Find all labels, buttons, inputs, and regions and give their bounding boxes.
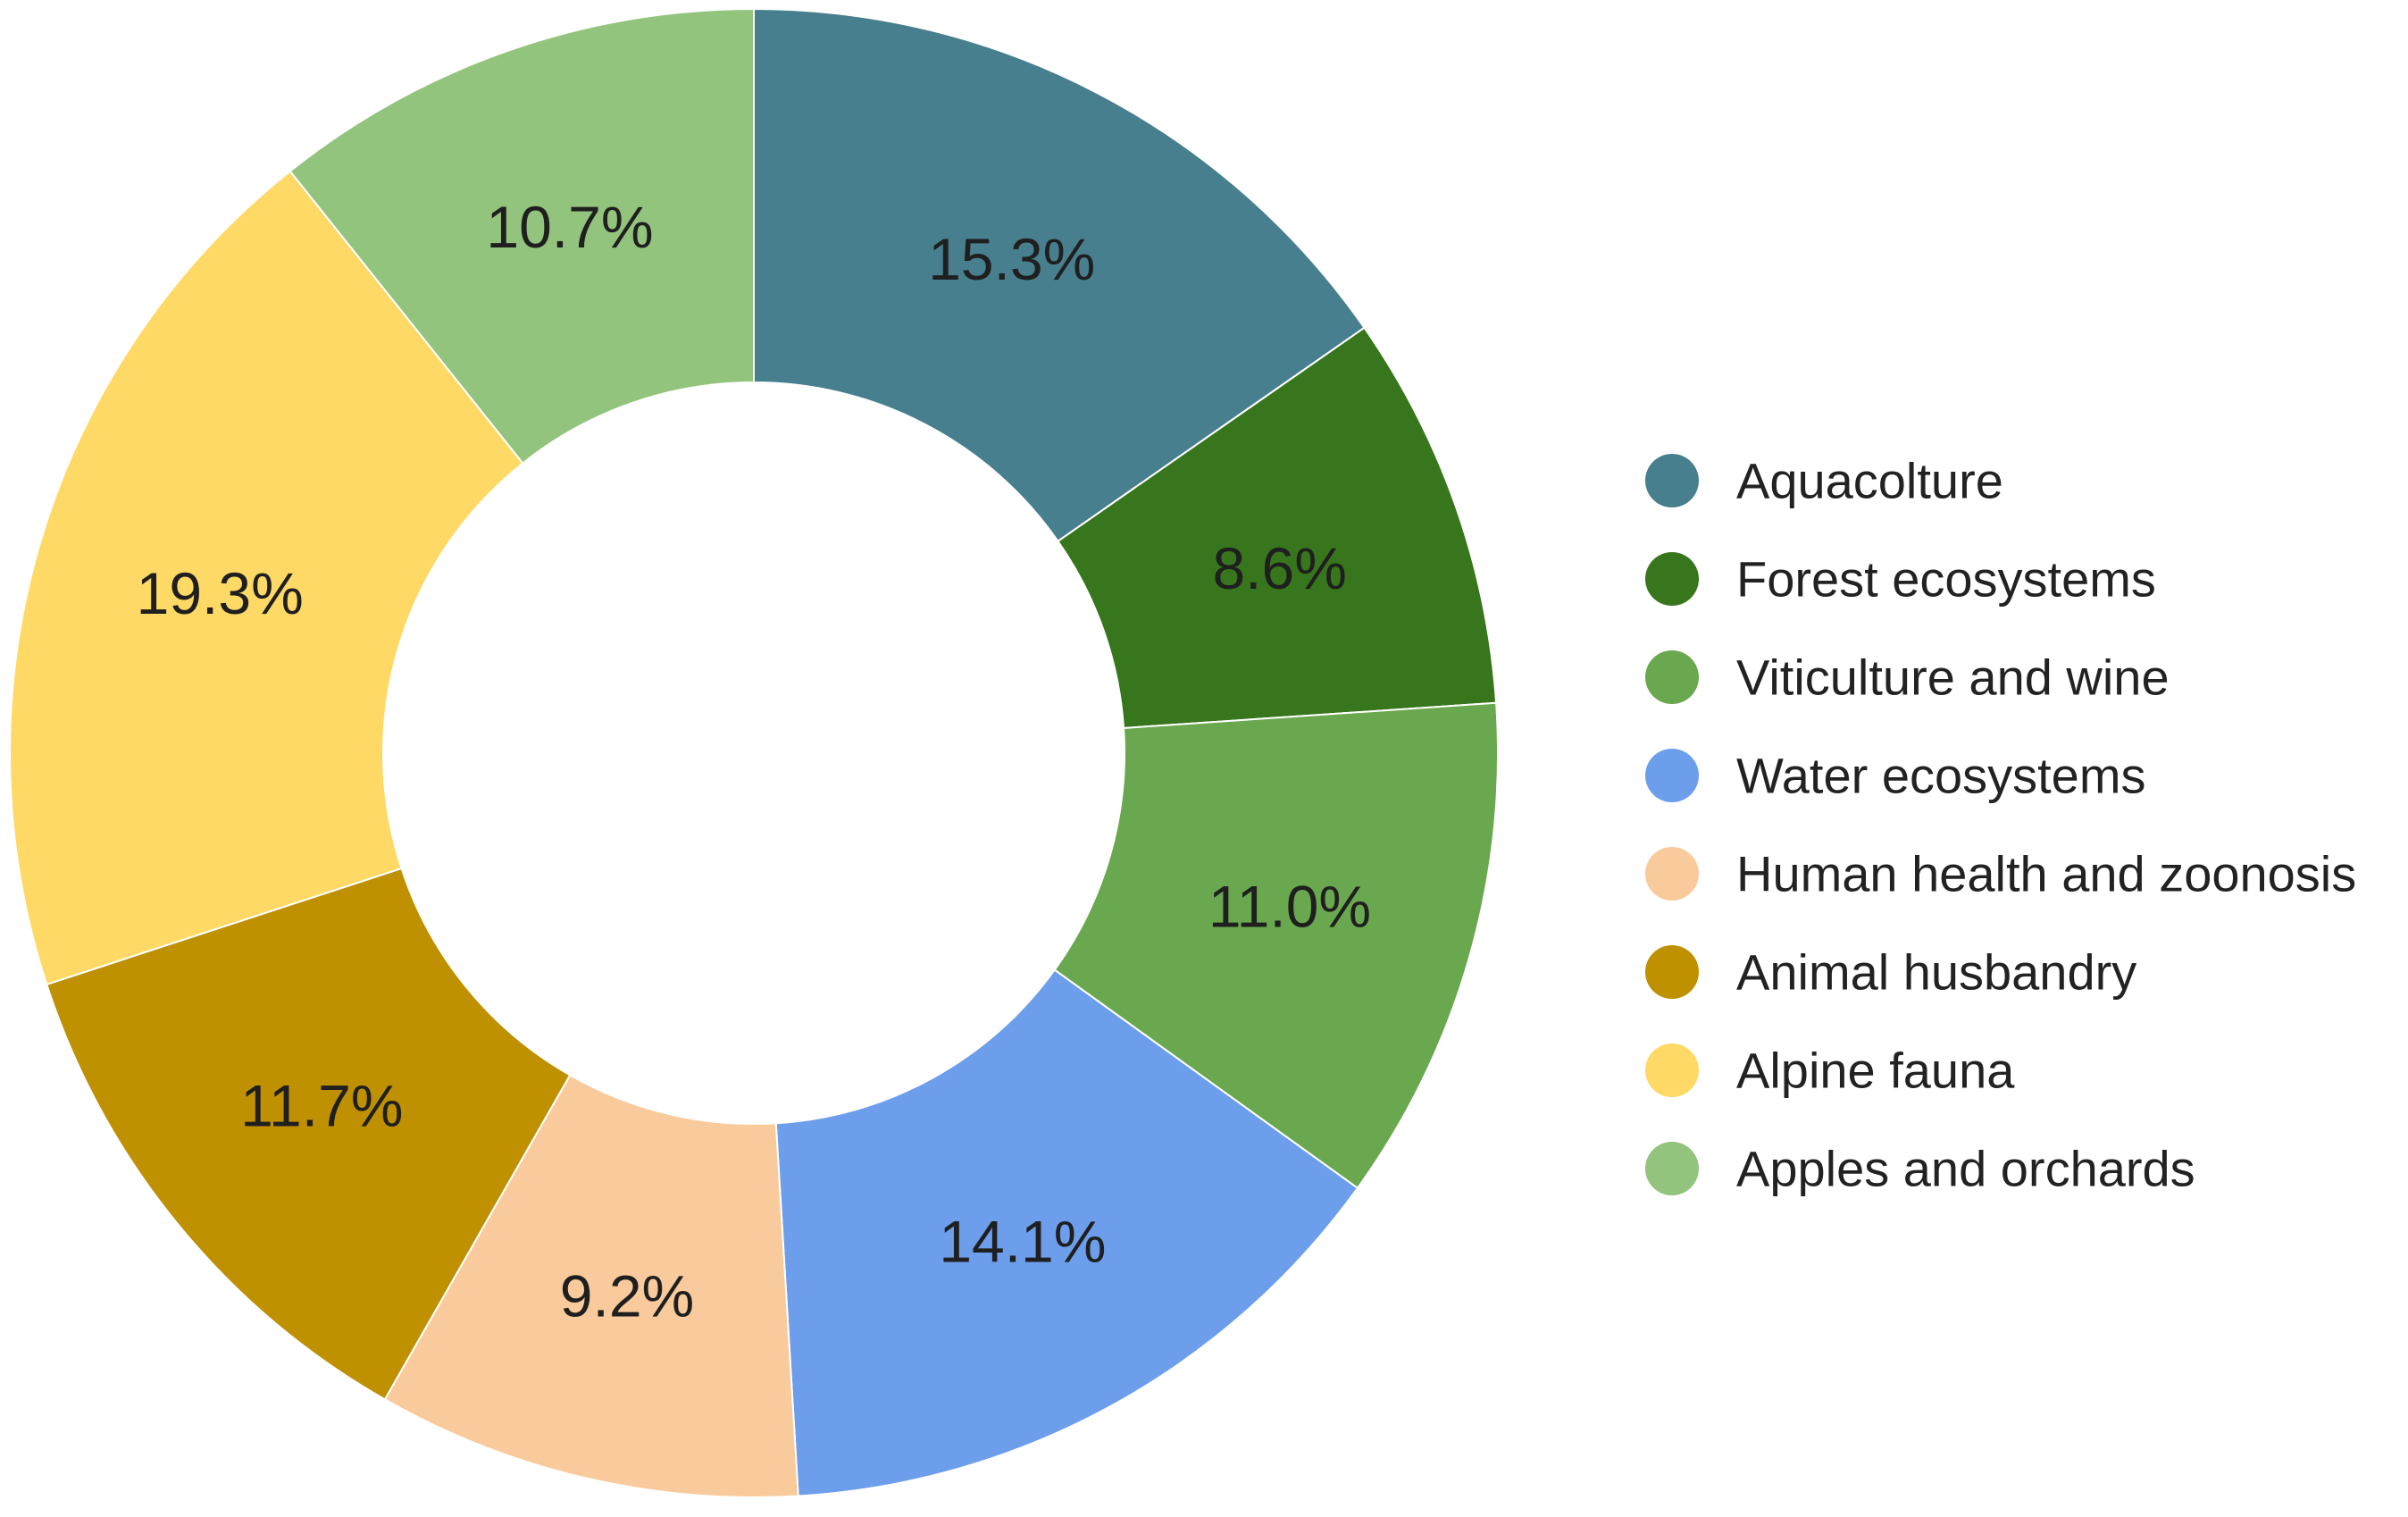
legend-label-water-ecosystems: Water ecosystems bbox=[1736, 748, 2145, 804]
legend-swatch-apples-and-orchards bbox=[1645, 1142, 1699, 1195]
slice-animal-husbandry bbox=[45, 867, 572, 1401]
slice-label-animal-husbandry: 11.7% bbox=[240, 1072, 403, 1138]
legend-swatch-forest-ecosystems bbox=[1645, 552, 1699, 606]
legend-swatch-water-ecosystems bbox=[1645, 749, 1699, 802]
slice-apples-and-orchards bbox=[288, 7, 755, 465]
slice-viticulture-and-wine bbox=[1053, 701, 1499, 1190]
slice-human-health-and-zoonosis bbox=[383, 1074, 799, 1498]
legend-swatch-animal-husbandry bbox=[1645, 945, 1699, 999]
slice-forest-ecosystems bbox=[1057, 326, 1498, 730]
legend-label-viticulture-and-wine: Viticulture and wine bbox=[1736, 650, 2170, 706]
legend-label-animal-husbandry: Animal husbandry bbox=[1736, 944, 2136, 1001]
chart-slice-labels: 15.3% 8.6% 11.0% 14.1% 9.2% 11.7% 19.3% 10.7% bbox=[137, 194, 1371, 1329]
legend-label-human-health-and-zoonosis: Human health and zoonosis bbox=[1736, 846, 2356, 902]
chart-slices bbox=[9, 7, 1499, 1498]
slice-label-apples-and-orchards: 10.7% bbox=[486, 194, 653, 260]
legend-label-aquacolture: Aquacolture bbox=[1736, 453, 2003, 509]
legend-swatch-viticulture-and-wine bbox=[1645, 650, 1699, 704]
legend-label-apples-and-orchards: Apples and orchards bbox=[1736, 1141, 2195, 1197]
legend-label-alpine-fauna: Alpine fauna bbox=[1736, 1043, 2015, 1099]
slice-water-ecosystems bbox=[774, 968, 1359, 1497]
slice-label-alpine-fauna: 19.3% bbox=[137, 560, 304, 626]
slice-aquacolture bbox=[753, 7, 1366, 543]
slice-alpine-fauna bbox=[9, 170, 524, 986]
chart-legend: Aquacolture Forest ecosystems Viticulture … bbox=[1645, 453, 2356, 1197]
legend-swatch-aquacolture bbox=[1645, 454, 1699, 507]
slice-label-forest-ecosystems: 8.6% bbox=[1212, 535, 1346, 601]
slice-label-viticulture-and-wine: 11.0% bbox=[1208, 873, 1371, 939]
slice-label-human-health-and-zoonosis: 9.2% bbox=[560, 1263, 694, 1329]
legend-swatch-human-health-and-zoonosis bbox=[1645, 847, 1699, 901]
legend-swatch-alpine-fauna bbox=[1645, 1043, 1699, 1097]
legend-label-forest-ecosystems: Forest ecosystems bbox=[1736, 551, 2156, 608]
slice-label-water-ecosystems: 14.1% bbox=[939, 1209, 1106, 1275]
slice-label-aquacolture: 15.3% bbox=[928, 226, 1095, 292]
